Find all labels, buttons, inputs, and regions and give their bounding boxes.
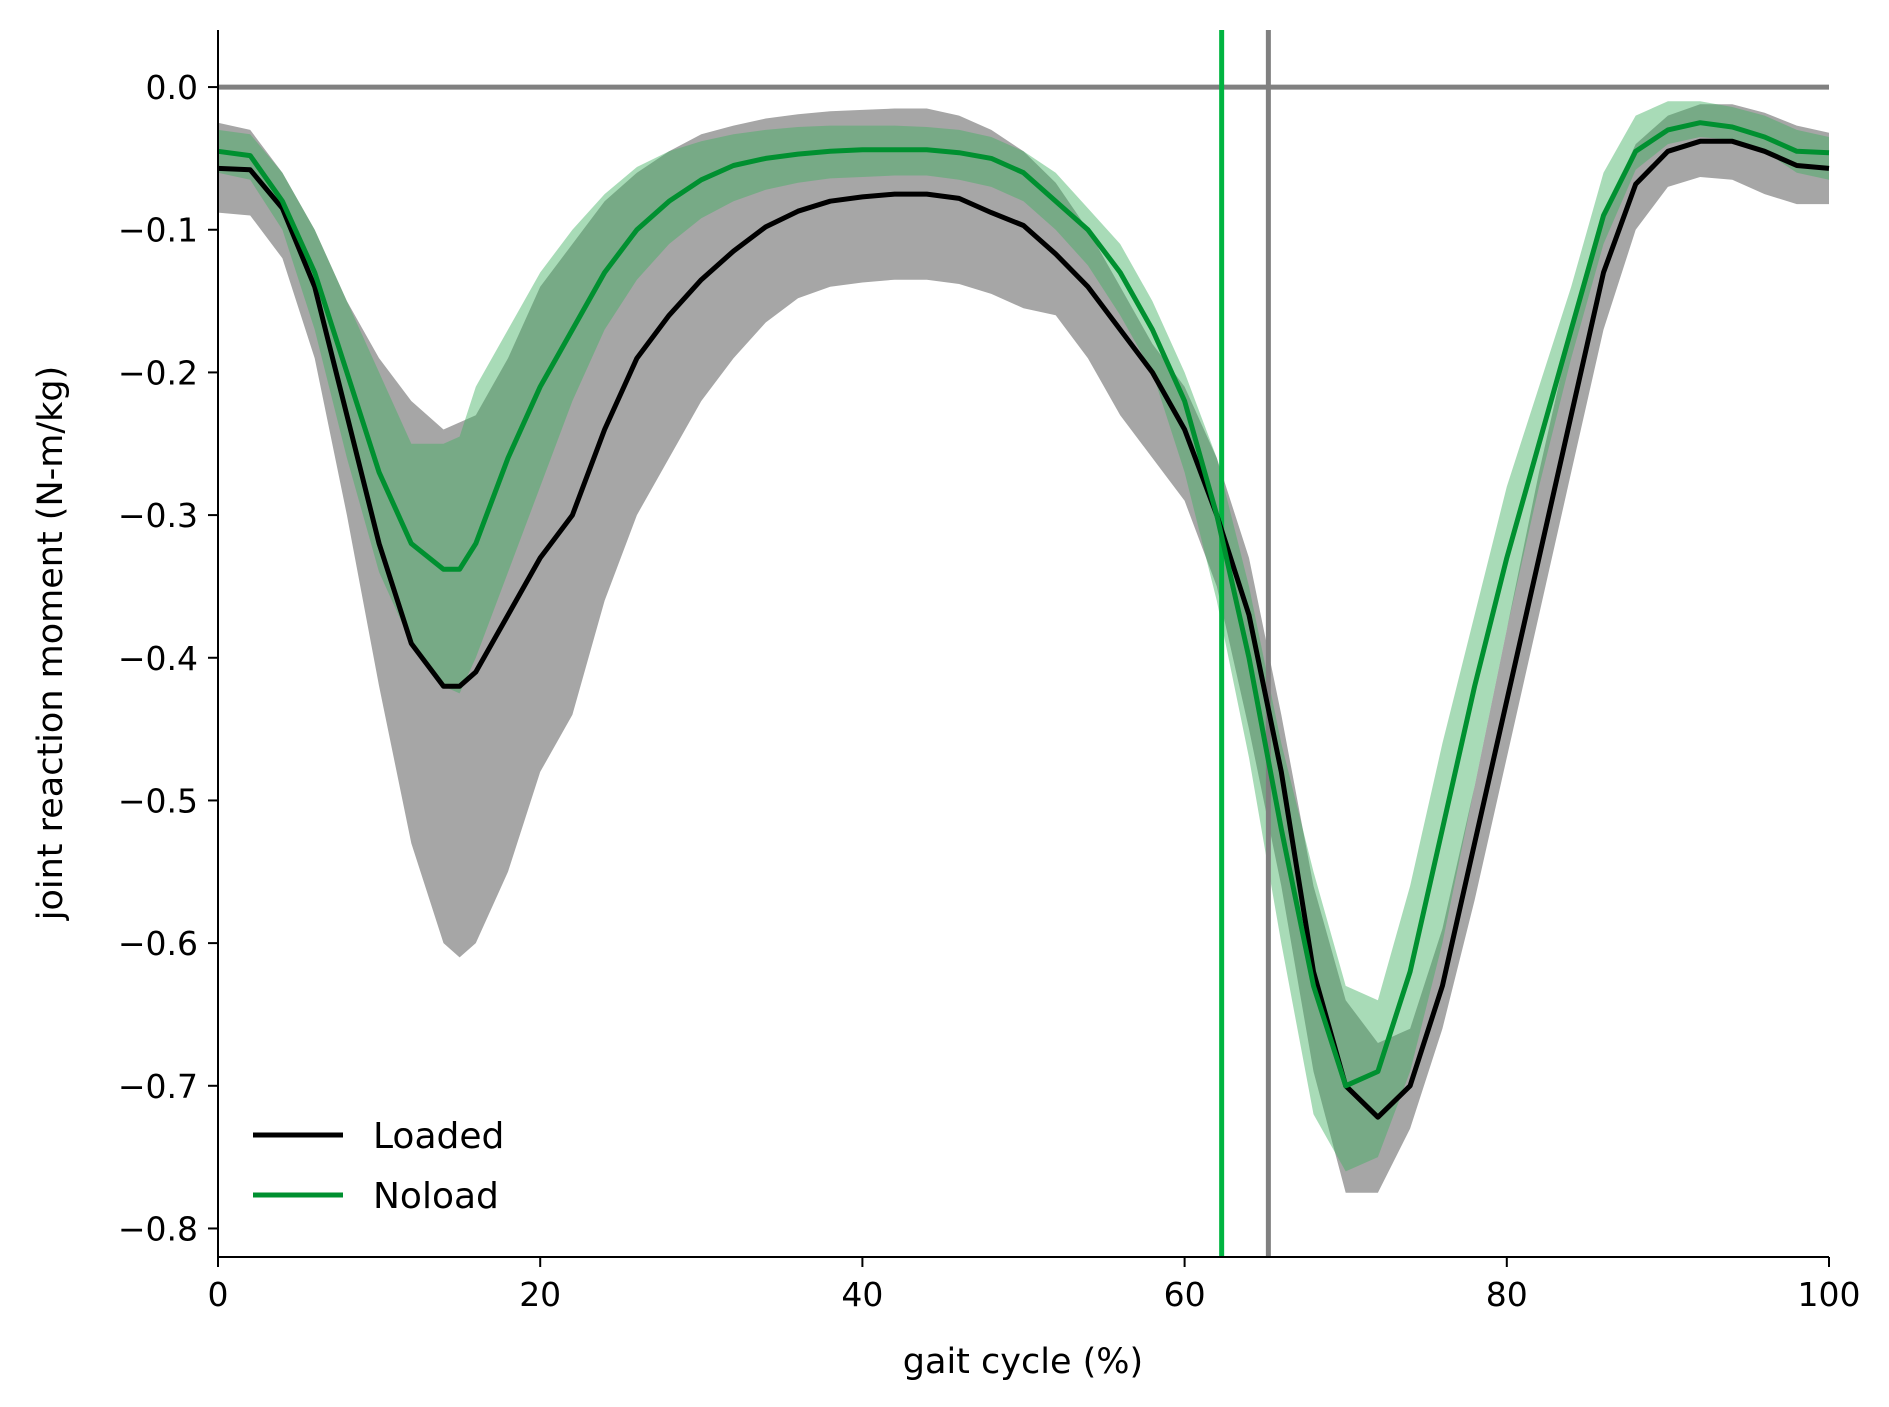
x-tick-label: 60 [1164,1275,1206,1314]
x-tick-label: 100 [1798,1275,1861,1314]
plot-area [217,30,1830,1257]
legend: Loaded Noload [253,1116,504,1217]
y-axis-label: joint reaction moment (N-m/kg) [31,366,71,922]
y-tick-label: −0.7 [118,1067,198,1106]
reference-lines [218,30,1829,1257]
y-tick-label: 0.0 [146,68,198,107]
x-tick-label: 80 [1486,1275,1528,1314]
y-ticks: 0.0 −0.1 −0.2 −0.3 −0.4 −0.5 −0.6 −0.7 −0.8 [118,68,218,1248]
y-tick-label: −0.6 [118,924,198,963]
y-tick-label: −0.2 [118,353,198,392]
band-loaded [218,104,1829,1193]
legend-label-noload: Noload [373,1176,499,1217]
y-tick-label: −0.5 [118,781,198,820]
axes: 0 20 40 60 80 100 0.0 −0.1 −0.2 −0.3 −0.4 −0.5 −0.6… [31,30,1861,1382]
x-tick-label: 40 [841,1275,883,1314]
y-tick-label: −0.8 [118,1209,198,1248]
series-line-noload [217,120,1830,1089]
x-axis-label: gait cycle (%) [903,1342,1143,1382]
x-ticks: 0 20 40 60 80 100 [208,1257,1861,1314]
legend-label-loaded: Loaded [373,1116,504,1157]
series-line-loaded [217,138,1830,1120]
y-tick-label: −0.4 [118,639,198,678]
y-tick-label: −0.1 [118,211,198,250]
x-tick-label: 0 [208,1275,229,1314]
series-lines [217,120,1830,1120]
y-tick-label: −0.3 [118,496,198,535]
x-tick-label: 20 [519,1275,561,1314]
